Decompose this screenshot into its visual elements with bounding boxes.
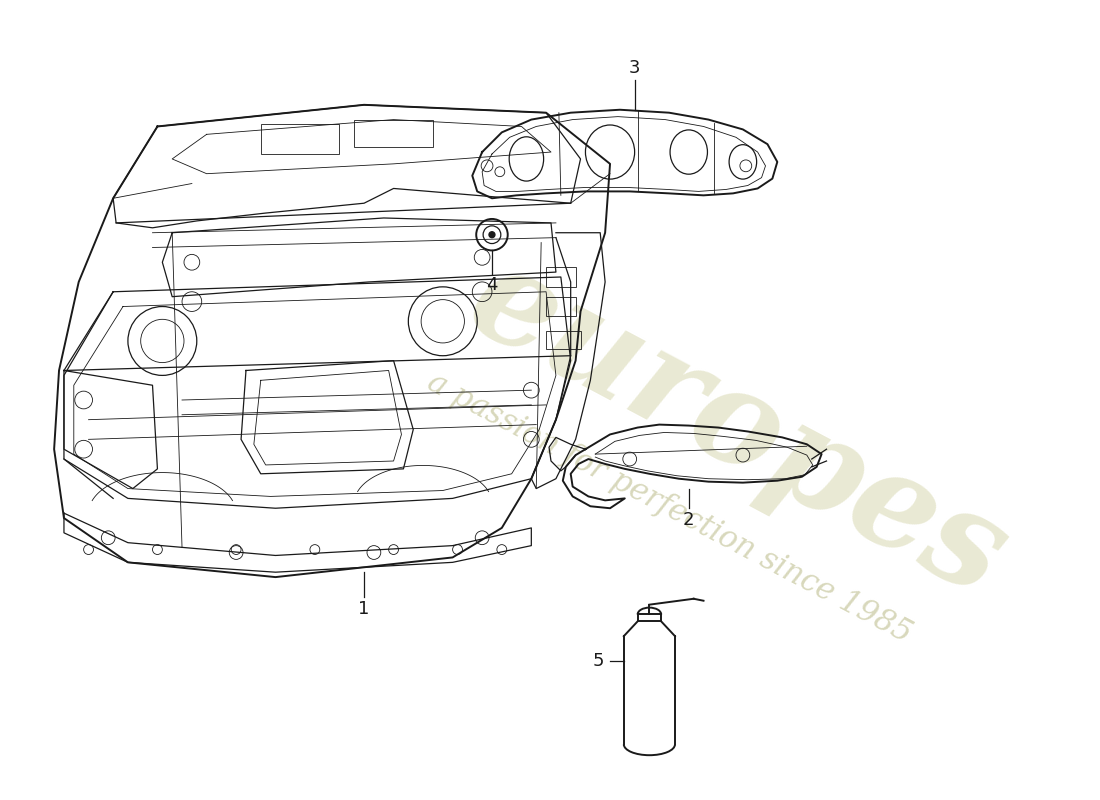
Text: 1: 1 <box>359 599 370 618</box>
Text: a passion for perfection since 1985: a passion for perfection since 1985 <box>421 367 916 650</box>
Text: 5: 5 <box>593 652 604 670</box>
Text: 4: 4 <box>486 276 497 294</box>
Bar <box>546 267 575 287</box>
Text: 3: 3 <box>629 59 640 78</box>
Text: europes: europes <box>448 234 1027 625</box>
Bar <box>546 297 575 316</box>
Text: 2: 2 <box>683 511 694 529</box>
Bar <box>354 119 433 147</box>
Bar <box>546 331 581 349</box>
Circle shape <box>490 232 495 238</box>
Bar <box>261 125 340 154</box>
